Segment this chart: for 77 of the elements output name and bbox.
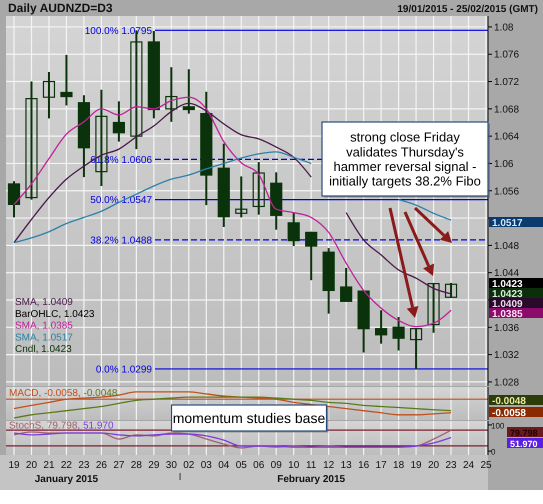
chart-subtitle: 19/01/2015 - 25/02/2015 (GMT) [397,4,538,15]
y-tick-label: 1.056 [494,186,520,198]
y-tick-label: 0 [491,448,496,457]
text: SMA, 1.0385 [15,320,74,332]
ref-line-label: 38.2% 1.0488 [90,235,152,246]
x-tick-label: 21 [43,460,55,471]
x-tick-label: 06 [253,460,265,471]
candlestick [235,175,248,218]
x-tick-label: 24 [462,460,475,471]
text: 1.0385 [492,309,524,320]
x-tick-label: 13 [340,460,352,471]
x-tick-label: 05 [236,460,248,471]
text: February 2015 [277,474,346,485]
x-tick-label: 25 [480,460,492,471]
x-tick-label: 29 [148,460,160,471]
x-tick-label: 18 [393,460,405,471]
y-tick-label: 1.068 [494,104,520,116]
chart-title: Daily AUDNZD=D3 [8,1,113,15]
x-tick-label: 28 [130,460,142,471]
text: Cndl, 1.0423 [15,344,72,356]
candlestick [165,66,178,123]
x-tick-label: 16 [358,460,370,471]
x-tick-label: 17 [376,460,388,471]
x-tick-label: 20 [428,460,440,471]
text: 1.0517 [492,218,524,229]
text: 1.0423 [492,279,524,290]
x-tick-label: 27 [113,460,125,471]
text: -0.0048 [492,396,526,407]
x-tick-label: 23 [445,460,458,471]
ref-line-label: 50.0% 1.0547 [90,195,152,206]
chart-title: StochS, 79.798, 51.970 [9,420,114,432]
x-tick-label: 11 [306,460,317,471]
candlestick [252,161,265,216]
x-tick-label: 22 [60,460,72,471]
y-tick-label: 1.076 [494,50,520,61]
x-tick-label: 12 [323,460,335,471]
ref-line-label: 0.0% 1.0299 [96,364,152,376]
x-tick-label: 20 [26,460,38,471]
ref-line-label: 100.0% 1.0795 [84,26,152,37]
y-tick-label: 1.048 [494,240,520,252]
y-tick-label: 100 [491,421,505,430]
text: SMA, 1.0517 [15,332,74,344]
y-tick-label: 1.072 [494,77,520,88]
text: SMA, 1.0409 [15,297,74,308]
y-tick-label: 1.044 [494,268,520,280]
y-tick-label: 1.032 [494,350,520,362]
y-tick-label: 1.036 [494,322,520,334]
text: 1.0409 [492,299,524,310]
text: -0.0058 [492,408,526,419]
candlestick [182,68,195,115]
annotation: strong close Friday validates Thursday's hammer reversal signal - initially targets 38.2% Fibo [329,130,481,188]
x-tick-label: 30 [166,460,178,471]
candlestick [427,282,440,334]
x-tick-label: 02 [183,460,195,471]
x-tick-label: 23 [78,460,90,471]
x-tick-label: 03 [200,460,212,471]
candlestick [410,328,422,370]
x-tick-label: 26 [96,460,108,471]
y-tick-label: 1.028 [494,377,520,388]
candlestick [444,282,458,299]
y-tick-label: 1.064 [494,132,520,143]
text: January 2015 [34,474,99,485]
y-tick-label: 1.06 [494,158,514,170]
x-tick-label: 19 [410,460,422,471]
x-tick-label: 10 [288,460,300,471]
candlestick [25,80,38,201]
x-tick-label: 04 [218,460,230,471]
x-tick-label: 09 [270,460,282,471]
annotation: momentum studies base [172,410,326,426]
text: 51.970 [510,439,538,449]
text: 1.0423 [492,289,524,300]
annotation: BarOHLC, 1.0423 [15,308,95,320]
candlestick [42,70,56,120]
text: 79.798 [510,428,538,438]
x-tick-label: 19 [8,460,20,471]
chart-title: MACD, -0.0058, -0.0048 [9,388,118,399]
y-tick-label: 1.08 [494,22,514,34]
